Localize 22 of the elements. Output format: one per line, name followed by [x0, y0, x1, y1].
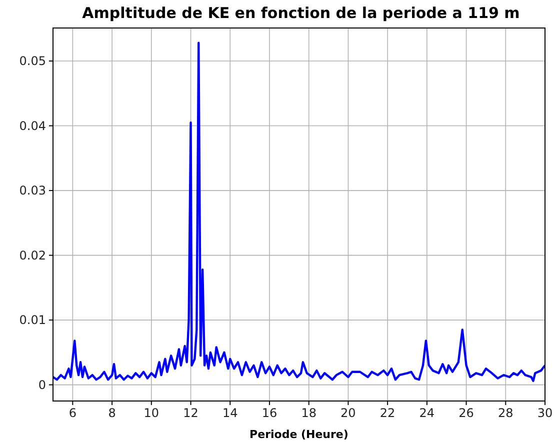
- x-tick-label: 24: [419, 406, 435, 420]
- x-tick-label: 6: [68, 406, 76, 420]
- y-tick-label: 0.03: [19, 184, 46, 198]
- x-tick-label: 12: [183, 406, 198, 420]
- x-tick-label: 22: [380, 406, 396, 420]
- x-tick-label: 18: [301, 406, 316, 420]
- line-series: [53, 42, 545, 382]
- x-tick-label: 28: [498, 406, 514, 420]
- y-tick-label: 0.01: [19, 313, 46, 328]
- x-tick-label: 10: [144, 406, 160, 420]
- y-tick-label: 0.04: [19, 118, 46, 133]
- x-tick-label: 8: [108, 406, 116, 420]
- x-tick-label: 20: [340, 406, 356, 420]
- x-tick-label: 14: [222, 406, 238, 420]
- y-tick-label: 0.02: [19, 248, 46, 262]
- x-tick-label: 16: [262, 406, 278, 420]
- y-tick-label: 0.05: [19, 54, 46, 68]
- chart-title: Ampltitude de KE en fonction de la periode a 119 m: [82, 4, 520, 22]
- x-axis-title: Periode (Heure): [250, 428, 348, 441]
- y-tick-label: 0: [38, 378, 46, 392]
- x-tick-label: 30: [537, 406, 553, 420]
- x-tick-label: 26: [458, 406, 474, 420]
